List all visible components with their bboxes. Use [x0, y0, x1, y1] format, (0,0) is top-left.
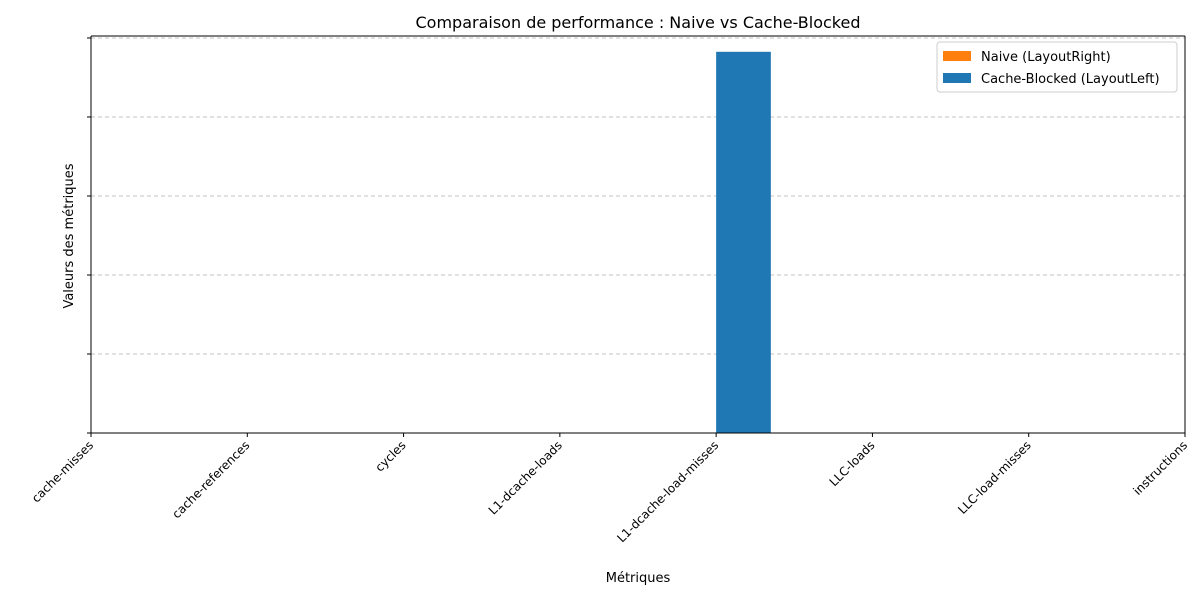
y-axis-label: Valeurs des métriques — [62, 163, 77, 308]
x-tick-label: cache-references — [169, 438, 252, 521]
x-tick-label: instructions — [1131, 438, 1191, 498]
grid-lines — [91, 37, 1185, 355]
legend-label-1: Cache-Blocked (LayoutLeft) — [981, 72, 1160, 87]
chart-title: Comparaison de performance : Naive vs Ca… — [416, 13, 861, 32]
axes — [90, 35, 1186, 434]
bars — [716, 51, 771, 433]
x-tick-label: cache-misses — [29, 438, 96, 505]
legend-swatch-1 — [943, 73, 971, 83]
x-tick-label: L1-dcache-load-misses — [614, 438, 721, 545]
x-tick-label: LLC-load-misses — [955, 438, 1034, 517]
bar-cache-blocked-L1-dcache-load-misses — [716, 51, 771, 433]
legend-box — [936, 41, 1178, 93]
x-tick-label: L1-dcache-loads — [486, 438, 565, 517]
x-tick-label: cycles — [372, 438, 408, 474]
legend-swatch-0 — [943, 51, 971, 61]
x-axis-label: Métriques — [606, 571, 671, 586]
x-ticks: cache-misses cache-references cycles L1-dca… — [29, 433, 1190, 545]
legend: Naive (LayoutRight) Cache-Blocked (Layout… — [936, 41, 1178, 93]
legend-label-0: Naive (LayoutRight) — [981, 50, 1111, 65]
y-ticks — [87, 37, 91, 434]
x-tick-label: LLC-loads — [827, 438, 878, 489]
